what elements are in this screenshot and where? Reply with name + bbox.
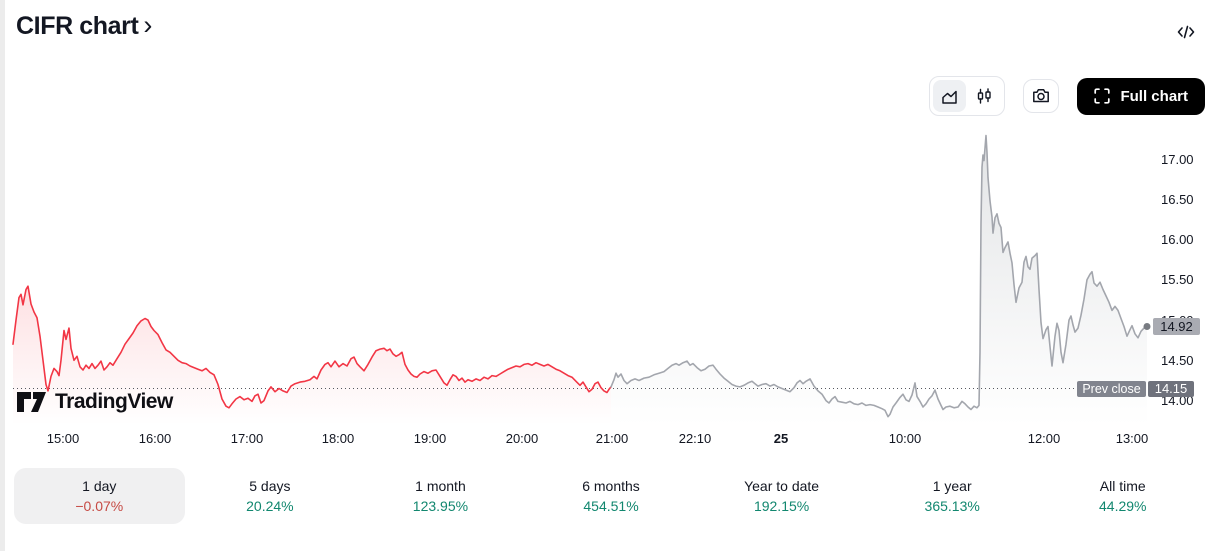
price-chart-plot[interactable] xyxy=(0,0,1222,460)
time-axis-label: 17:00 xyxy=(230,431,264,446)
candlestick-icon xyxy=(978,87,992,104)
fullscreen-icon xyxy=(1094,88,1111,104)
time-axis-label: 18:00 xyxy=(321,431,355,446)
period-button-1-day[interactable]: 1 day −0.07% xyxy=(14,468,185,524)
area-chart-icon xyxy=(942,90,958,104)
period-change: 44.29% xyxy=(1099,498,1147,514)
price-axis-label: 15.50 xyxy=(1161,272,1194,288)
time-axis-label: 20:00 xyxy=(505,431,539,446)
price-axis-label: 14.00 xyxy=(1161,393,1194,409)
period-label: 1 year xyxy=(932,478,972,494)
period-label: All time xyxy=(1099,478,1146,494)
time-axis-label: 15:00 xyxy=(46,431,80,446)
period-button-6-months[interactable]: 6 months 454.51% xyxy=(526,468,697,524)
time-axis-label: 25 xyxy=(773,431,789,446)
price-axis-label: 14.50 xyxy=(1161,352,1194,368)
last-price-dot xyxy=(1143,323,1151,330)
period-label: 5 days xyxy=(249,478,291,494)
period-button-5-days[interactable]: 5 days 20.24% xyxy=(185,468,356,524)
current-price-badge: 14.92 xyxy=(1153,318,1200,335)
page-left-edge xyxy=(0,0,5,551)
prev-close-value: 14.15 xyxy=(1154,381,1188,396)
period-button-1-year[interactable]: 1 year 365.13% xyxy=(867,468,1038,524)
page-title: CIFR chart xyxy=(16,12,139,40)
period-change: 365.13% xyxy=(924,498,980,514)
current-price-value: 14.92 xyxy=(1160,319,1193,334)
previous-session-area-fill xyxy=(13,286,611,425)
prev-close-label-badge: Prev close xyxy=(1077,380,1146,397)
period-change: 192.15% xyxy=(753,498,810,514)
period-label: 1 month xyxy=(415,478,466,494)
time-axis-label: 22:10 xyxy=(678,431,712,446)
embed-code-icon xyxy=(1177,25,1195,39)
tradingview-logo-icon xyxy=(17,392,46,412)
current-session-line xyxy=(610,134,1148,418)
time-axis-label: 12:00 xyxy=(1027,431,1061,446)
period-label: 6 months xyxy=(582,478,640,494)
period-label: Year to date xyxy=(744,478,820,494)
tradingview-brand-text: TradingView xyxy=(55,390,173,413)
period-button-all-time[interactable]: All time 44.29% xyxy=(1037,468,1208,524)
time-axis-label: 19:00 xyxy=(413,431,447,446)
price-axis-label: 16.50 xyxy=(1161,191,1194,207)
chart-type-switcher xyxy=(929,76,1006,116)
period-change: 20.24% xyxy=(246,498,294,514)
previous-session-line xyxy=(12,285,612,409)
full-chart-button[interactable]: Full chart xyxy=(1077,77,1205,115)
chart-title-link[interactable]: CIFR chart › xyxy=(16,9,153,41)
time-axis-label: 21:00 xyxy=(595,431,629,446)
prev-close-label: Prev close xyxy=(1082,381,1141,396)
period-selector: 1 day −0.07% 5 days 20.24% 1 month 123.95% 6 m… xyxy=(14,468,1208,524)
current-session-area-fill xyxy=(611,135,1147,425)
chevron-right-icon: › xyxy=(143,9,153,40)
price-axis-label: 16.00 xyxy=(1161,232,1194,247)
period-button-1-month[interactable]: 1 month 123.95% xyxy=(355,468,526,524)
time-axis-label: 16:00 xyxy=(138,431,172,446)
period-change: 123.95% xyxy=(412,498,469,514)
full-chart-label: Full chart xyxy=(1120,87,1188,105)
period-button-year-to-date[interactable]: Year to date 192.15% xyxy=(696,468,867,524)
camera-icon xyxy=(1033,89,1050,103)
candlestick-chart-type-button[interactable] xyxy=(968,80,1001,112)
chart-toolbar: Full chart xyxy=(929,76,1205,116)
period-label: 1 day xyxy=(82,478,117,494)
tradingview-attribution[interactable]: TradingView xyxy=(16,390,173,414)
period-change: 454.51% xyxy=(583,498,639,514)
time-axis-label: 13:00 xyxy=(1115,431,1149,446)
embed-code-button[interactable] xyxy=(1172,18,1200,46)
prev-close-value-badge: 14.15 xyxy=(1148,380,1194,397)
area-chart-type-button[interactable] xyxy=(933,80,967,112)
snapshot-button[interactable] xyxy=(1023,79,1060,113)
price-axis-label: 17.00 xyxy=(1161,151,1194,167)
time-axis-label: 10:00 xyxy=(888,431,922,446)
period-change: −0.07% xyxy=(75,498,124,514)
